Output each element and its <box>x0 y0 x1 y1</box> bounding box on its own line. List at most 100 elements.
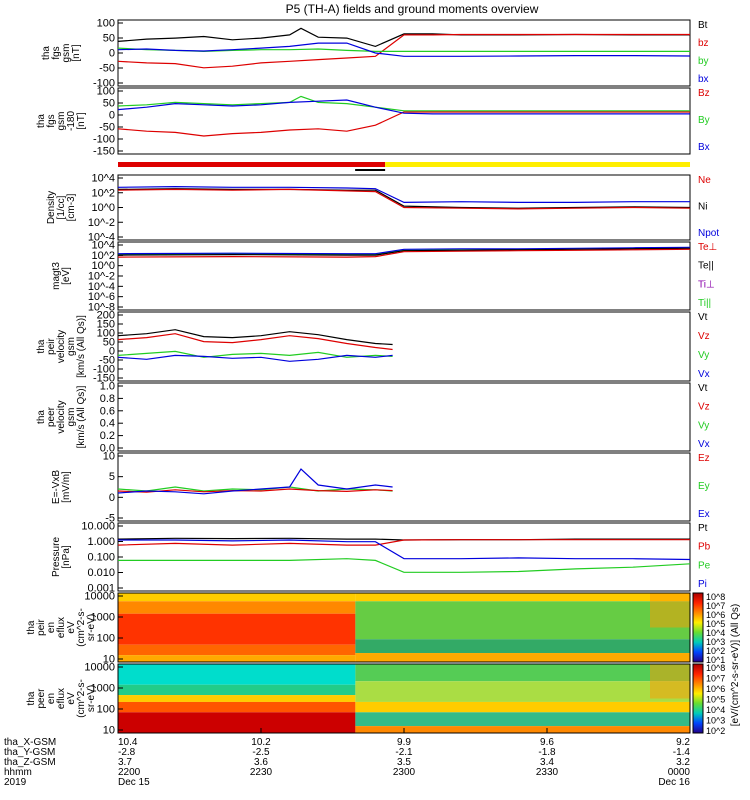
peer_eflux-band-post-0 <box>355 664 690 682</box>
x-tick-label: 3.2 <box>676 757 690 768</box>
colorbar-tick: 10^5 <box>706 695 725 705</box>
fgs_gsm-ylabel: tha fgs gsm [nT] <box>41 44 82 63</box>
efield-series-Ex <box>117 468 393 495</box>
peer_velocity-legend-3: Vx <box>698 439 710 450</box>
peer_eflux-band-edge <box>650 664 690 699</box>
peir_velocity-series-Vz <box>117 333 393 351</box>
efield-ylabel: E=-VxB [mV/m] <box>51 470 72 505</box>
fgs_gse_m180-ylabel-line: gsm <box>56 112 67 131</box>
pressure-ytick-label: 0.001 <box>87 583 115 595</box>
fgs_gse_m180-ylabel-line: fgs <box>46 114 57 127</box>
temperature-ylabel: magt3 [eV] <box>51 262 72 290</box>
peir_eflux-band-post-1 <box>355 601 690 640</box>
peer_velocity-ytick-label: 0.6 <box>100 405 115 417</box>
fgs_gse_m180-series-By <box>117 95 690 112</box>
peir_eflux-ylabel-line: eV <box>66 621 77 634</box>
x-tick-label: -1.8 <box>538 747 556 758</box>
colorbar-tick: 10^4 <box>706 628 725 638</box>
pressure-ytick-label: 0.100 <box>87 552 115 564</box>
peir_eflux-band-post-0 <box>355 593 690 602</box>
fgs_gsm-legend-1: bz <box>698 38 709 49</box>
peir_eflux-ytick-label: 10000 <box>84 591 115 603</box>
colorbar-tick: 10^5 <box>706 619 725 629</box>
peir_velocity-legend-0: Vt <box>698 312 708 323</box>
fgs_gse_m180-ylabel-line: tha <box>36 114 47 128</box>
x-tick-label: 2230 <box>250 767 273 778</box>
peer_eflux-ylabel-line: eflux <box>56 688 67 709</box>
peir_eflux-band-pre-1 <box>118 601 356 614</box>
peir_eflux-band-pre-3 <box>118 644 356 656</box>
colorbar-tick: 10^1 <box>706 655 725 665</box>
peer_eflux-ylabel-line: tha <box>26 691 37 705</box>
peir_velocity-ytick-label: -100 <box>93 364 115 376</box>
pressure-series-Pb <box>117 539 690 546</box>
peer_eflux-ylabel-line: sr-eV) <box>86 685 97 712</box>
peir_eflux-ylabel-line: peir <box>36 618 47 635</box>
peir_velocity-ylabel-line: velocity <box>56 330 67 363</box>
temperature-series-Ti⊥ <box>117 246 691 255</box>
mode-bar-yellow <box>385 162 690 167</box>
colorbar-tick: 10^6 <box>706 684 725 694</box>
efield-frame <box>117 452 691 522</box>
temperature-legend-1: Te|| <box>698 261 714 272</box>
x-tick-label: 9.9 <box>397 737 411 748</box>
x-tick-label: Dec 15 <box>118 777 150 788</box>
density-series-Ni <box>117 188 691 209</box>
axis-row-label: tha_Z-GSM <box>4 757 56 768</box>
efield-legend-2: Ex <box>698 509 710 520</box>
peer_eflux-band-pre-1 <box>118 684 356 696</box>
x-tick-label: 2200 <box>118 767 141 778</box>
axis-row-label: hhmm <box>4 767 32 778</box>
x-tick-label: -2.5 <box>252 747 270 758</box>
peir_eflux-band-pre-4 <box>118 655 356 662</box>
panel-density: 10^4 10^2 10^0 10^-2 10^-4 Density [1/cc] [cm-3… <box>46 173 719 244</box>
density-series-Npot <box>117 185 690 204</box>
fgs_gse_m180-ylabel: tha fgs gsm -180 [nT] <box>36 111 87 131</box>
fgs_gsm-legend-0: Bt <box>698 20 708 31</box>
peir_eflux-ylabel-line: sr-eV) <box>86 614 97 641</box>
peer_eflux-band-pre-4 <box>118 712 356 733</box>
fgs_gse_m180-series-Bx <box>117 99 690 115</box>
fgs_gsm-ytick-label: 0 <box>109 48 115 60</box>
temperature-legend-0: Te⊥ <box>698 242 717 253</box>
fgs_gse_m180-legend-0: Bz <box>698 88 710 99</box>
peer_eflux-band-post-1 <box>355 681 690 702</box>
fgs_gse_m180-ytick-label: 50 <box>103 98 115 110</box>
peir_eflux-ytick-label: 1000 <box>91 612 115 624</box>
x-tick-label: 9.6 <box>540 737 554 748</box>
fgs_gse_m180-ytick-label: 0 <box>109 110 115 122</box>
peer_velocity-ylabel-line: [km/s (All Qs)] <box>76 385 87 448</box>
peer_velocity-ytick-label: 0.0 <box>100 443 115 455</box>
colorbars: 10^810^710^610^510^410^310^210^110^810^7… <box>692 592 741 736</box>
colorbar-tick: 10^7 <box>706 674 725 684</box>
panel-peir_eflux: 10000 1000 100 10 tha peir en eflux eV (cm^2-s-sr… <box>26 591 691 666</box>
peir_velocity-legend-3: Vx <box>698 369 710 380</box>
peer_eflux-ylabel-line: (cm^2-s- <box>76 679 87 718</box>
peir_eflux-ylabel-line: en <box>46 622 57 633</box>
colorbar-0 <box>692 592 704 663</box>
peer_eflux-band-pre-2 <box>118 695 356 702</box>
peer_eflux-band-pre-0 <box>118 664 356 685</box>
temperature-ytick-label: 10^-8 <box>88 302 115 314</box>
fgs_gsm-frame <box>117 19 691 87</box>
temperature-ytick-label: 10^-2 <box>88 271 115 283</box>
x-tick-label: 2300 <box>393 767 416 778</box>
density-ytick-label: 10^-2 <box>88 217 115 229</box>
peer_eflux-band-post-2 <box>355 701 690 713</box>
peer_velocity-legend-0: Vt <box>698 383 708 394</box>
fgs_gse_m180-ytick-label: -100 <box>93 134 115 146</box>
peer_velocity-frame <box>117 382 691 452</box>
fgs_gsm-legend-2: by <box>698 56 709 67</box>
peer_eflux-heatmap <box>118 664 690 733</box>
panel-temperature: 10^410^210^010^-210^-410^-610^-8 magt3 [eV… <box>51 240 717 314</box>
density-ylabel-line: [cm-3] <box>66 193 77 221</box>
pressure-legend-1: Pb <box>698 542 711 553</box>
temperature-ytick-label: 10^4 <box>91 240 115 252</box>
peir_eflux-heatmap <box>118 593 690 662</box>
x-tick-label: 3.6 <box>254 757 268 768</box>
peir_velocity-ytick-label: 150 <box>97 319 115 331</box>
peer_eflux-band-post-4 <box>355 726 690 733</box>
density-ytick-label: 10^4 <box>91 173 115 185</box>
